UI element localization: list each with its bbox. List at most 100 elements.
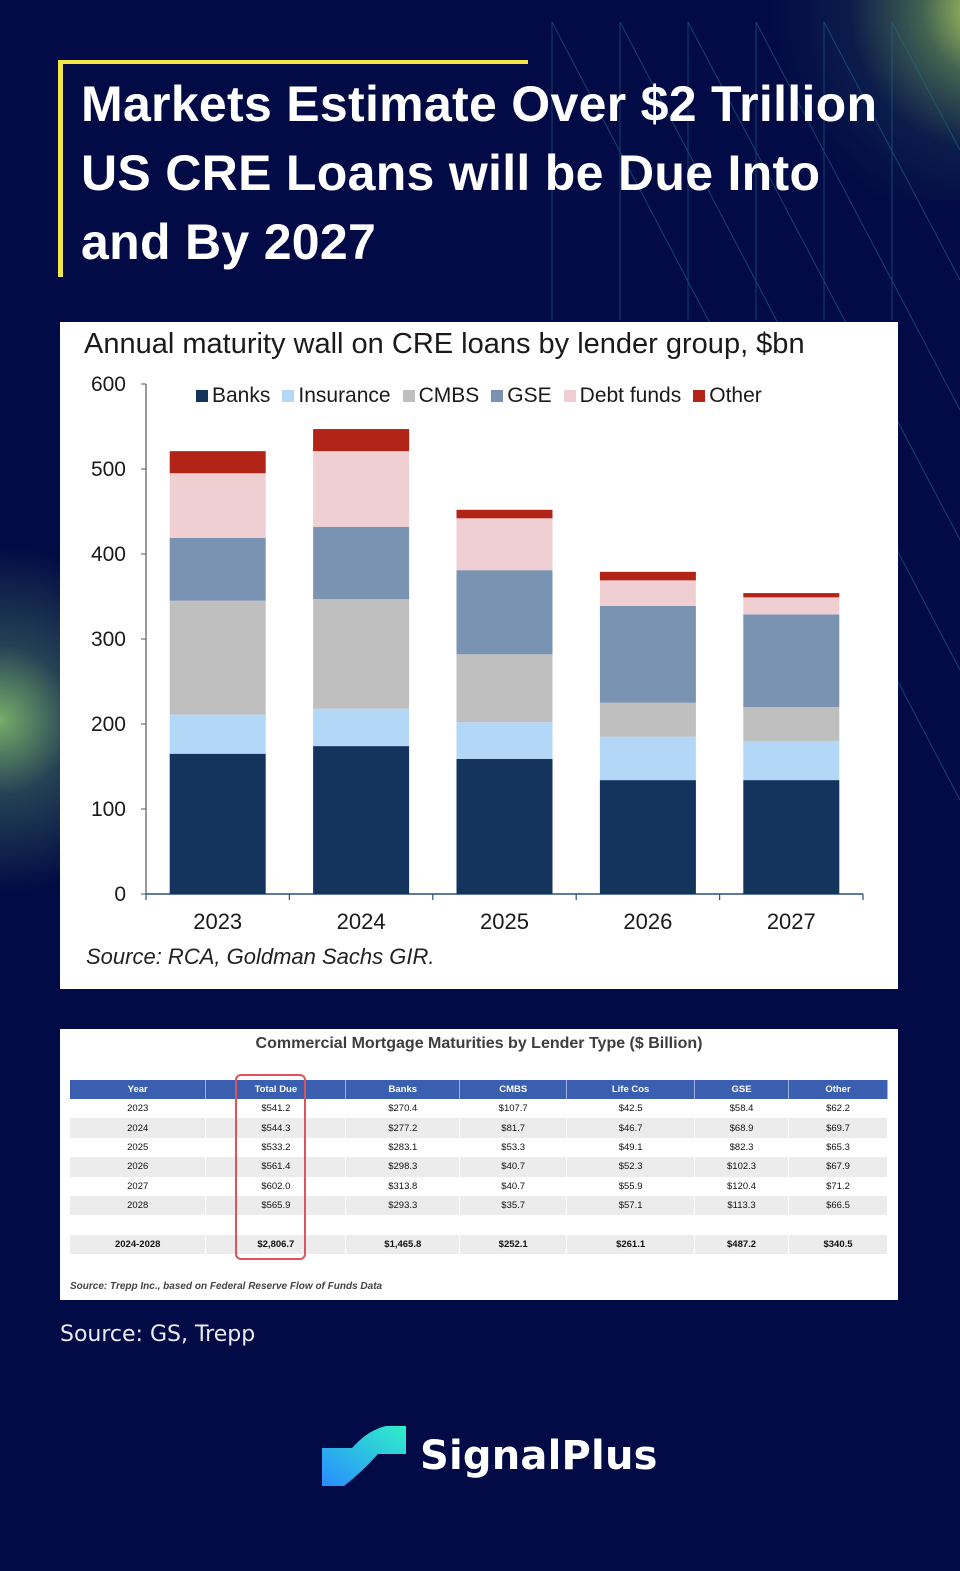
table-cell: $533.2: [205, 1137, 347, 1158]
bar-segment-insurance: [743, 741, 840, 781]
table-column-header: Year: [70, 1080, 207, 1099]
bar-segment-insurance: [169, 714, 266, 754]
legend-label: Banks: [212, 384, 271, 407]
brand-name: SignalPlus: [420, 1433, 658, 1479]
bar-segment-cmbs: [599, 702, 696, 737]
chart-source: Source: RCA, Goldman Sachs GIR.: [86, 944, 435, 969]
bar-segment-banks: [456, 758, 553, 894]
table-cell: $52.3: [566, 1157, 696, 1177]
brand-logo: SignalPlus: [322, 1424, 658, 1488]
legend-label: Debt funds: [579, 384, 682, 407]
y-tick-label: 500: [91, 458, 126, 481]
table-column-header: Banks: [345, 1080, 461, 1099]
bar-segment-gse: [599, 605, 696, 703]
bar-segment-other: [456, 509, 553, 519]
table-cell: $298.3: [345, 1157, 461, 1177]
chart-title: Annual maturity wall on CRE loans by len…: [84, 328, 805, 360]
table-source: Source: Trepp Inc., based on Federal Res…: [70, 1281, 383, 1292]
table-cell: $66.5: [788, 1195, 888, 1216]
x-tick-label: 2026: [623, 909, 672, 934]
stacked-bar-chart: 0 100 200 300 400 500 600 2023 2024 2025 2026 2027: [91, 373, 864, 934]
legend-swatch: [491, 390, 504, 402]
legend-item: CMBS: [402, 384, 480, 408]
table-cell: 2023: [70, 1099, 207, 1119]
table-column-header: Other: [788, 1080, 888, 1099]
table-cell: $1,465.8: [345, 1234, 461, 1255]
table-cell: $42.5: [566, 1099, 696, 1119]
table-cell: $62.2: [788, 1099, 888, 1119]
table-cell: $67.9: [788, 1157, 888, 1177]
y-tick-label: 400: [91, 543, 126, 566]
table-cell: $283.1: [345, 1137, 461, 1158]
bar-segment-debt-funds: [599, 580, 696, 606]
table-cell: 2024-2028: [70, 1234, 207, 1255]
legend-label: Insurance: [298, 384, 391, 407]
table-cell: $58.4: [694, 1099, 789, 1119]
bar-segment-other: [599, 571, 696, 581]
table-cell: $53.3: [459, 1137, 568, 1158]
legend-label: GSE: [507, 384, 552, 407]
maturity-wall-chart-panel: Annual maturity wall on CRE loans by len…: [60, 322, 898, 989]
bar-segment-gse: [743, 614, 840, 707]
table-cell: [70, 1215, 207, 1235]
x-tick-label: 2023: [193, 909, 242, 934]
bar-segment-banks: [313, 746, 410, 894]
legend-label: Other: [709, 384, 762, 407]
table-cell: [566, 1215, 696, 1235]
y-tick-label: 600: [91, 373, 126, 396]
legend-label: CMBS: [418, 384, 480, 407]
table-cell: $68.9: [694, 1118, 789, 1138]
bar-segment-other: [169, 451, 266, 474]
table-cell: $65.3: [788, 1137, 888, 1158]
legend-swatch: [402, 390, 415, 402]
bar-segment-banks: [169, 753, 266, 894]
table-cell: 2028: [70, 1195, 207, 1216]
table-row: 2025 $533.2 $283.1 $53.3 $49.1 $82.3 $65.3: [70, 1137, 888, 1158]
legend-item: GSE: [491, 384, 552, 408]
legend-swatch: [196, 390, 208, 402]
table-cell: $252.1: [459, 1234, 568, 1255]
bar-segment-insurance: [313, 708, 410, 747]
legend-swatch: [282, 390, 295, 402]
table-cell: 2027: [70, 1176, 207, 1196]
table-cell: $120.4: [694, 1176, 789, 1196]
table-cell: $40.7: [459, 1176, 568, 1196]
table-cell: $102.3: [694, 1157, 789, 1177]
table-cell: [459, 1215, 568, 1235]
table-column-header: CMBS: [459, 1080, 568, 1099]
table-cell: $487.2: [694, 1234, 789, 1255]
bar-segment-gse: [169, 537, 266, 601]
legend-item: Insurance: [282, 384, 391, 408]
table-cell: 2024: [70, 1118, 207, 1138]
title-block: Markets Estimate Over $2 Trillion US CRE…: [58, 60, 918, 277]
chart-legend: Banks Insurance CMBS GSE Debt funds Other: [196, 384, 774, 408]
table-row: 2023 $541.2 $270.4 $107.7 $42.5 $58.4 $62.2: [70, 1099, 888, 1119]
legend-item: Banks: [196, 384, 270, 408]
y-tick-label: 0: [114, 883, 126, 906]
x-tick-label: 2027: [767, 909, 816, 934]
table-cell: $71.2: [788, 1176, 888, 1196]
table-total-row: 2024-2028 $2,806.7 $1,465.8 $252.1 $261.1 $48…: [70, 1234, 888, 1255]
table-cell: $82.3: [694, 1137, 789, 1158]
y-tick-label: 300: [91, 628, 126, 651]
bar-segment-debt-funds: [456, 518, 553, 571]
table-column-header: Life Cos: [566, 1080, 696, 1099]
bar-segment-cmbs: [456, 654, 553, 723]
title-accent-line: [58, 60, 528, 64]
table-cell: [694, 1215, 789, 1235]
footer-source: Source: GS, Trepp: [60, 1322, 256, 1347]
table-cell: $561.4: [205, 1157, 347, 1177]
table-cell: $55.9: [566, 1176, 696, 1196]
page-title: Markets Estimate Over $2 Trillion US CRE…: [81, 76, 878, 270]
y-tick-label: 100: [91, 798, 126, 821]
table-column-header: GSE: [694, 1080, 789, 1099]
table-cell: $57.1: [566, 1195, 696, 1216]
signalplus-logo-icon: [322, 1426, 406, 1486]
legend-swatch: [563, 390, 576, 402]
table-cell: [788, 1215, 888, 1235]
bar-segment-banks: [743, 780, 840, 894]
table-cell: $69.7: [788, 1118, 888, 1138]
table-cell: $49.1: [566, 1137, 696, 1158]
table-row: 2027 $602.0 $313.8 $40.7 $55.9 $120.4 $71.2: [70, 1176, 888, 1196]
